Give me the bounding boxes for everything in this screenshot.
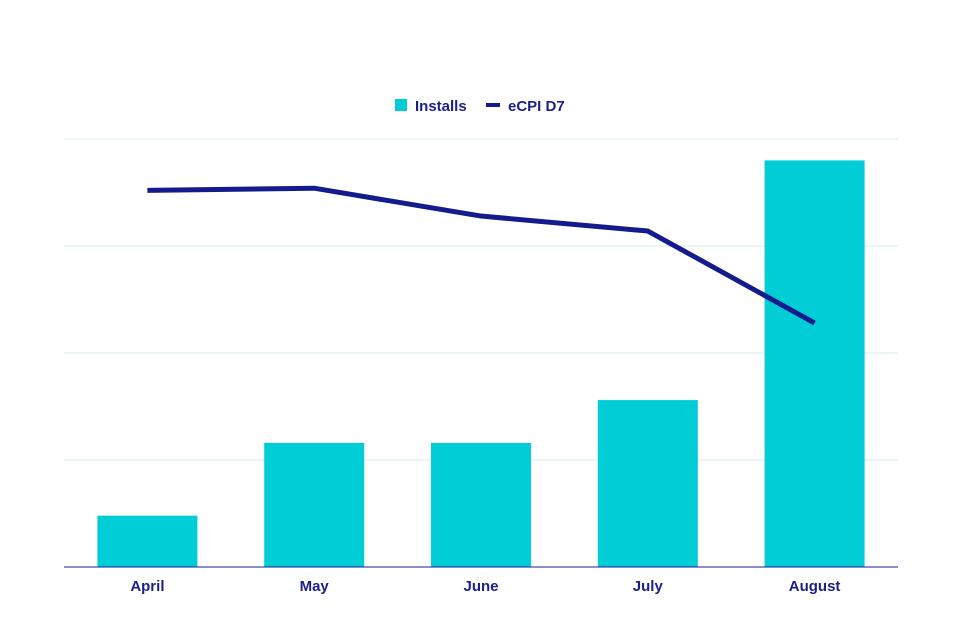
x-tick-label-june: June bbox=[463, 578, 498, 595]
x-tick-label-august: August bbox=[789, 578, 841, 595]
bar-july bbox=[597, 400, 698, 567]
line-ecpi-d7 bbox=[147, 185, 816, 326]
x-axis: April May June July August bbox=[64, 566, 898, 595]
legend-label-installs: Installs bbox=[415, 98, 467, 115]
bar-april bbox=[97, 515, 198, 567]
x-tick-label-april: April bbox=[130, 578, 164, 595]
legend: Installs eCPI D7 bbox=[395, 98, 565, 115]
bar-june bbox=[431, 442, 531, 567]
x-tick-label-july: July bbox=[633, 578, 664, 595]
bars bbox=[97, 160, 865, 567]
gridlines bbox=[64, 138, 898, 461]
legend-label-ecpi: eCPI D7 bbox=[508, 98, 565, 115]
bar-may bbox=[264, 442, 365, 567]
line-series bbox=[147, 185, 816, 326]
legend-swatch-installs bbox=[395, 99, 407, 111]
x-tick-label-may: May bbox=[300, 578, 330, 595]
bar-august bbox=[764, 160, 865, 567]
